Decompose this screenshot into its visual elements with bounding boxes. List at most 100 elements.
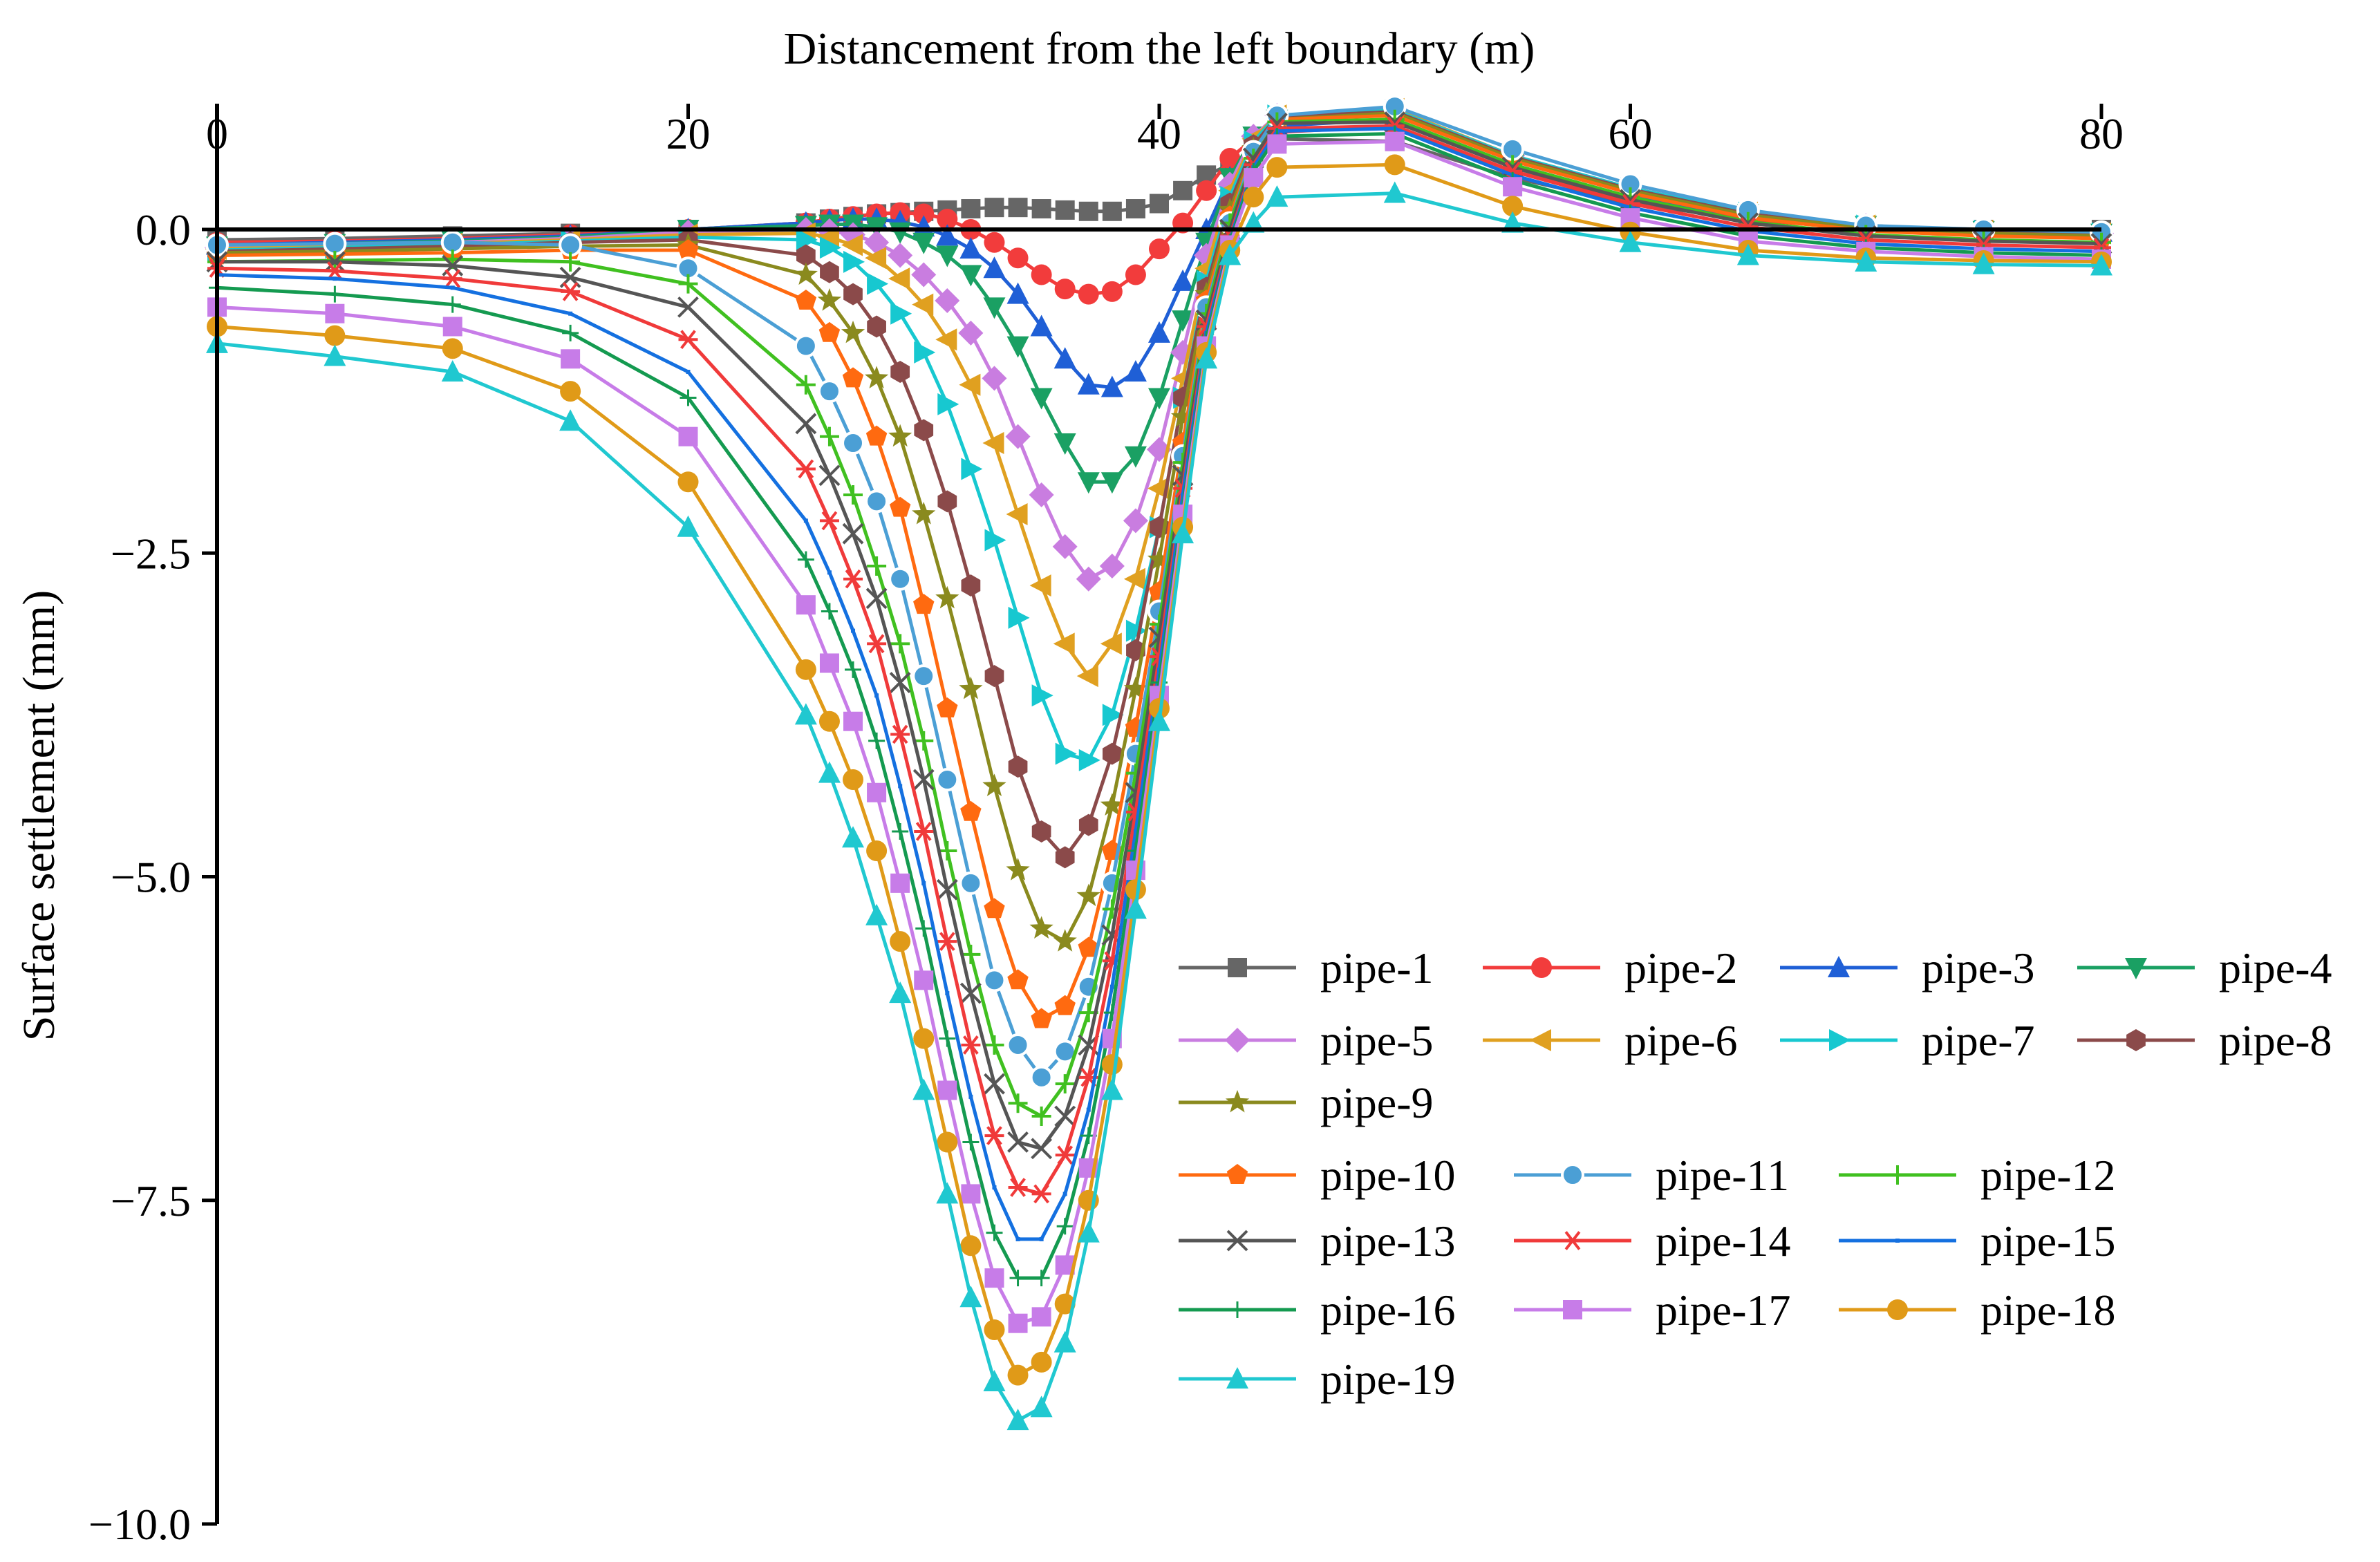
- data-point: [842, 367, 864, 388]
- data-point: [888, 267, 910, 290]
- data-point: [982, 432, 1004, 455]
- data-point: [1149, 238, 1170, 260]
- data-point: [984, 232, 1005, 253]
- data-point: [1266, 185, 1289, 207]
- x-tick-label: 60: [1609, 109, 1653, 158]
- data-point: [1055, 742, 1077, 765]
- data-point: [959, 373, 981, 396]
- data-point: [1030, 1395, 1053, 1418]
- x-tick-label: 0: [206, 109, 228, 158]
- data-point: [1100, 793, 1124, 816]
- data-point: [937, 1080, 957, 1100]
- data-point: [959, 237, 982, 259]
- data-point: [1030, 388, 1053, 410]
- data-point: [1383, 181, 1406, 203]
- data-point: [678, 426, 698, 446]
- data-point: [864, 229, 890, 255]
- axes-layer: 0 20 40 60 80 0.0 −2.5 −5.0 −7.5 −10.0 Distancemen…: [14, 23, 2124, 1549]
- data-point: [921, 881, 926, 885]
- legend-label: pipe-2: [1624, 943, 1738, 992]
- data-point: [1054, 995, 1076, 1015]
- legend-marker: [1829, 1029, 1850, 1051]
- data-point: [889, 222, 912, 244]
- data-point: [864, 366, 889, 388]
- y-tick-label: −2.5: [111, 529, 191, 578]
- data-point: [914, 419, 934, 442]
- data-point: [1150, 194, 1169, 214]
- data-point: [324, 251, 346, 273]
- data-point: [1076, 665, 1098, 688]
- y-tick-label: 0.0: [135, 205, 191, 254]
- data-point: [677, 515, 700, 537]
- data-point: [1124, 446, 1147, 468]
- legend-marker: [1228, 958, 1247, 977]
- data-point: [914, 341, 936, 364]
- data-point: [1125, 264, 1146, 285]
- legend-marker: [1563, 1300, 1582, 1319]
- data-point: [1502, 196, 1524, 217]
- data-point: [842, 826, 865, 848]
- data-point: [442, 338, 463, 359]
- data-point: [1007, 1131, 1029, 1153]
- legend-marker: [1226, 1230, 1248, 1252]
- data-point: [803, 518, 808, 523]
- data-point: [914, 970, 934, 990]
- data-point: [1029, 482, 1054, 507]
- data-point: [1267, 134, 1287, 154]
- data-point: [795, 659, 816, 680]
- data-point: [794, 334, 818, 358]
- data-point: [960, 1235, 982, 1257]
- data-point: [865, 425, 888, 446]
- legend-item-pipe-3: pipe-3: [1780, 943, 2035, 992]
- data-point: [984, 1268, 1004, 1288]
- data-point: [797, 551, 814, 568]
- data-point: [984, 665, 1004, 688]
- data-point: [867, 272, 889, 295]
- data-point: [935, 585, 959, 609]
- data-point: [959, 676, 983, 699]
- legend-marker: [1895, 1239, 1900, 1243]
- data-point: [1005, 424, 1031, 449]
- data-point: [961, 574, 981, 597]
- data-point: [867, 315, 886, 338]
- data-point: [819, 653, 839, 673]
- data-point: [441, 360, 464, 382]
- data-point: [888, 243, 913, 268]
- data-point: [961, 458, 983, 480]
- data-point: [959, 265, 982, 287]
- data-point: [890, 873, 910, 893]
- data-point: [959, 871, 983, 895]
- data-point: [827, 570, 832, 575]
- data-point: [1219, 243, 1241, 265]
- data-point: [1031, 1351, 1052, 1373]
- legend-marker: [1888, 1165, 1907, 1185]
- legend-item-pipe-14: pipe-14: [1514, 1216, 1791, 1265]
- data-point: [843, 283, 863, 305]
- data-point: [1077, 373, 1100, 395]
- data-point: [939, 1030, 956, 1047]
- legend-label: pipe-19: [1320, 1355, 1456, 1404]
- data-point: [890, 634, 910, 654]
- data-point: [912, 232, 935, 254]
- data-point: [678, 330, 698, 350]
- data-point: [1125, 619, 1147, 642]
- data-point: [817, 379, 841, 404]
- data-point: [450, 285, 455, 290]
- legend-label: pipe-15: [1980, 1216, 2116, 1265]
- data-point: [796, 228, 818, 251]
- legend-item-pipe-1: pipe-1: [1179, 943, 1434, 992]
- data-point: [1006, 1033, 1030, 1057]
- y-tick-label: −7.5: [111, 1176, 191, 1225]
- data-point: [889, 672, 911, 693]
- data-point: [1009, 1270, 1027, 1287]
- data-point: [874, 693, 879, 698]
- data-point: [1008, 1093, 1028, 1113]
- data-point: [937, 932, 957, 951]
- data-point: [982, 366, 1007, 391]
- data-point: [686, 370, 691, 375]
- data-point: [442, 269, 462, 289]
- data-point: [960, 800, 982, 821]
- data-point: [1007, 1364, 1029, 1386]
- data-point: [913, 203, 935, 225]
- data-point: [817, 288, 842, 311]
